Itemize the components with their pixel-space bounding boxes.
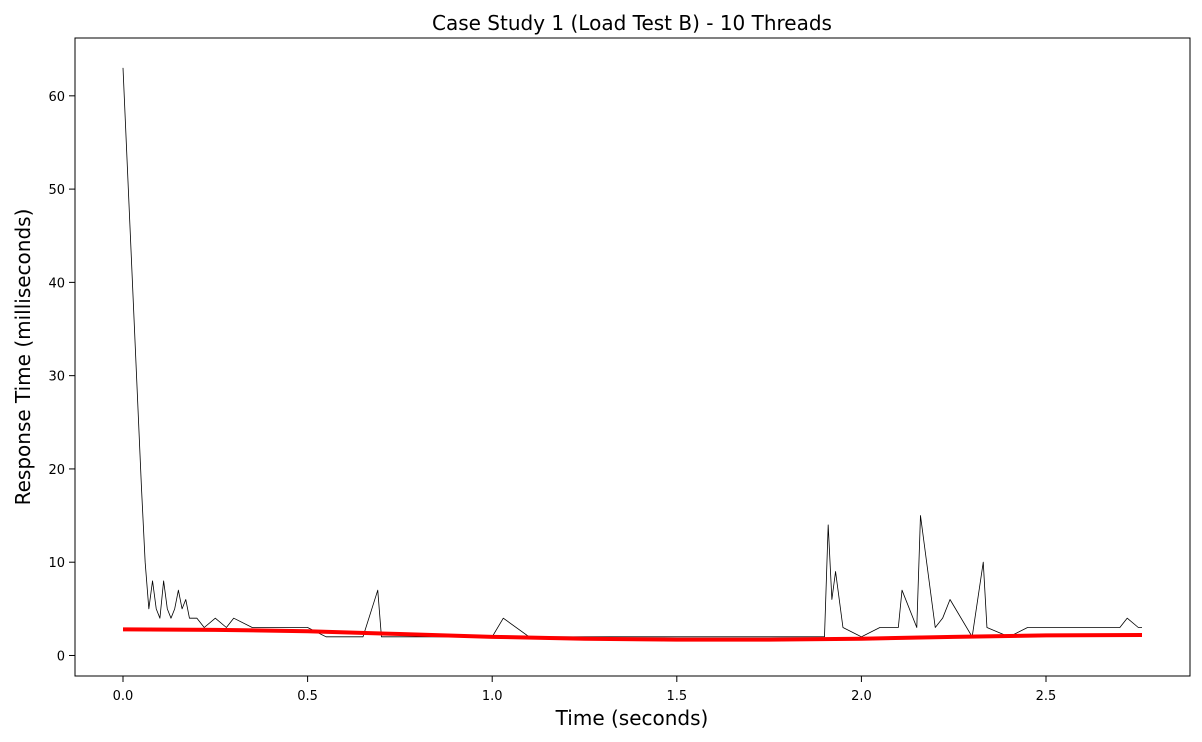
x-tick-label: 0.0: [113, 689, 134, 704]
y-tick-label: 0: [57, 649, 65, 664]
x-tick-label: 1.0: [482, 689, 503, 704]
y-axis-title: Response Time (milliseconds): [11, 209, 35, 506]
plot-frame: [74, 37, 1191, 677]
y-axis: 0 10 20 30 40 50 60: [48, 90, 75, 664]
y-tick-label: 50: [48, 183, 65, 198]
y-tick-label: 40: [48, 276, 65, 291]
series-layer: [122, 67, 1143, 642]
y-tick-label: 30: [48, 370, 65, 385]
x-axis-title: Time (seconds): [555, 706, 709, 730]
plot-area: [74, 37, 1191, 677]
x-tick-label: 1.5: [666, 689, 687, 704]
x-axis: 0.0 0.5 1.0 1.5 2.0 2.5: [113, 676, 1057, 704]
y-tick-label: 20: [48, 463, 65, 478]
x-tick-label: 0.5: [297, 689, 318, 704]
y-tick-label: 10: [48, 556, 65, 571]
chart-title: Case Study 1 (Load Test B) - 10 Threads: [432, 11, 832, 35]
x-tick-label: 2.0: [851, 689, 872, 704]
trend-line: [122, 627, 1143, 642]
x-tick-label: 2.5: [1036, 689, 1057, 704]
y-tick-label: 60: [48, 90, 65, 105]
